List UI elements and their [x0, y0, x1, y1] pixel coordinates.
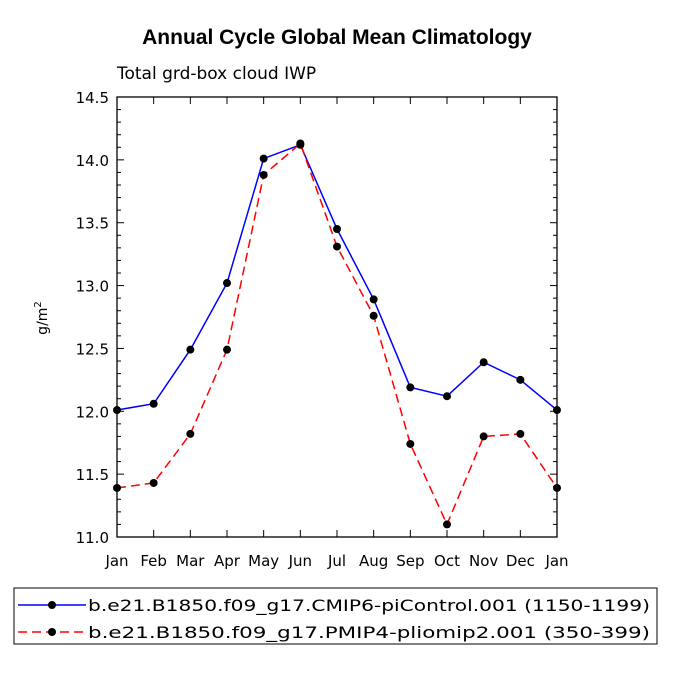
series-1-point [223, 279, 231, 288]
x-tick-label: May [248, 552, 279, 570]
series-line-2 [116, 142, 558, 527]
x-tick-label: Apr [214, 552, 241, 570]
y-axis-label-unit: g/m [35, 308, 51, 335]
legend-marker-2 [48, 628, 56, 636]
x-tick-label: Sep [396, 552, 424, 570]
legend-box [13, 587, 658, 645]
series-1-point [149, 399, 158, 408]
series-2-point [113, 483, 121, 492]
axes-layer: 11.0 11.5 12.0 12.5 13.0 13.5 14.0 14.5 Jan Feb Ma… [76, 89, 569, 570]
series-2-point [296, 139, 305, 148]
series-1-point [369, 295, 378, 304]
y-tick-label: 11.5 [76, 466, 109, 484]
x-tick-label: Jan [104, 552, 128, 570]
series-2-point [333, 242, 341, 251]
y-tick-label: 13.0 [76, 278, 109, 296]
x-tick-label: Jan [544, 552, 568, 570]
y-tick-label: 11.0 [76, 529, 109, 547]
legend-label-2: b.e21.B1850.f09_g17.PMIP4-pliomip2.001 (… [88, 623, 650, 643]
x-tick-label: Feb [140, 552, 167, 570]
series-2-point [516, 429, 525, 438]
series-2-point [443, 520, 451, 529]
y-tick-label: 14.5 [76, 89, 109, 107]
y-tick-label: 12.5 [76, 340, 109, 358]
y-tick-label: 12.0 [76, 403, 109, 421]
series-1-point [553, 406, 561, 415]
series-1-point [516, 375, 525, 384]
series-2-point [406, 439, 415, 448]
series-line-1 [116, 143, 558, 411]
series-2-point [186, 429, 195, 438]
series-2-point [149, 478, 158, 487]
series-2-point [369, 311, 378, 320]
chart-subtitle: Total grd-box cloud IWP [116, 64, 316, 84]
series-1-point [443, 392, 451, 401]
series-2-point [259, 170, 268, 179]
series-1-point [186, 345, 195, 354]
series-1-point [259, 154, 268, 163]
series-layer [113, 139, 561, 529]
chart-title: Annual Cycle Global Mean Climatology [142, 26, 532, 49]
x-tick-label: Jul [327, 552, 346, 570]
legend-label-1: b.e21.B1850.f09_g17.CMIP6-piControl.001 … [88, 596, 650, 616]
y-tick-label: 13.5 [76, 215, 109, 233]
x-tick-label: Nov [469, 552, 498, 570]
series-1-point [113, 406, 121, 415]
series-2-point [479, 432, 488, 441]
series-2-point [223, 345, 231, 354]
series-1-point [406, 383, 415, 392]
series-1-point [333, 225, 341, 233]
x-tick-label: Mar [176, 552, 205, 570]
y-axis-label-exponent: 2 [33, 301, 44, 307]
x-tick-label: Jun [288, 552, 312, 570]
x-tick-label: Aug [359, 552, 388, 570]
series-1-point [479, 358, 488, 367]
legend: b.e21.B1850.f09_g17.CMIP6-piControl.001 … [13, 587, 658, 645]
y-tick-label: 14.0 [76, 152, 109, 170]
x-tick-label: Dec [506, 552, 535, 570]
legend-marker-1 [48, 601, 56, 609]
y-axis-label: g/m2 [33, 301, 51, 335]
series-2-point [553, 483, 561, 492]
x-tick-label: Oct [434, 552, 460, 570]
plot-frame [116, 96, 558, 538]
